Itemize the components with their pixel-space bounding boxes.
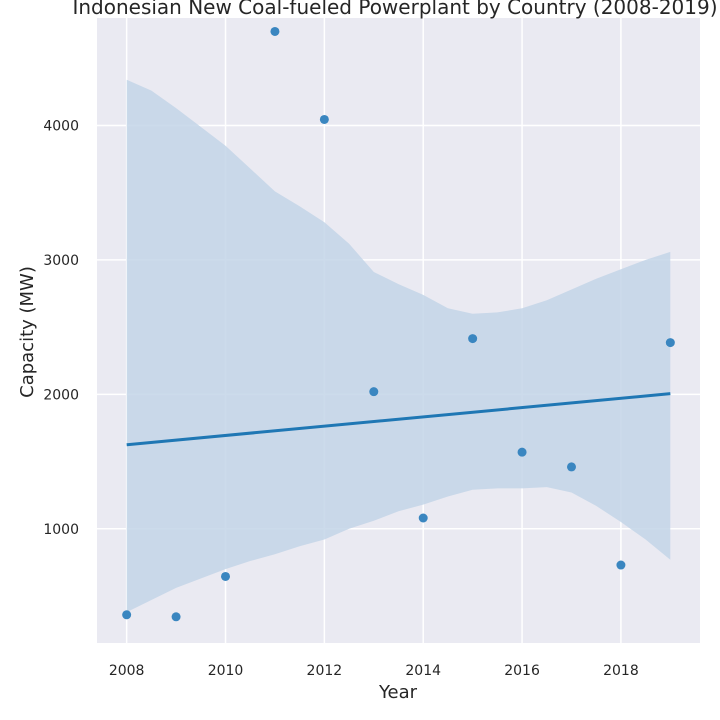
y-tick-label: 2000 (43, 387, 79, 403)
regression-line (126, 392, 671, 447)
x-tick-label: 2018 (603, 663, 639, 679)
x-tick-labels: 2008 2010 2012 2014 2016 2018 (109, 663, 639, 679)
data-point (369, 387, 379, 397)
y-tick-label: 3000 (43, 253, 79, 269)
data-point (566, 462, 576, 472)
x-tick-label: 2012 (307, 663, 343, 679)
data-point (171, 612, 181, 622)
x-tick-label: 2016 (504, 663, 540, 679)
y-tick-label: 1000 (43, 522, 79, 538)
y-tick-label: 4000 (43, 119, 79, 135)
data-point (517, 447, 527, 457)
data-points (122, 26, 675, 622)
data-point (122, 610, 132, 620)
x-axis-label: Year (378, 682, 418, 703)
data-point (270, 26, 280, 36)
data-point (221, 571, 231, 581)
data-point (418, 513, 428, 523)
data-point (319, 114, 329, 124)
chart-title: Indonesian New Coal-fueled Powerplant by… (72, 0, 717, 19)
x-tick-label: 2010 (208, 663, 244, 679)
confidence-band (126, 79, 671, 613)
y-axis-label: Capacity (MW) (17, 266, 38, 398)
x-tick-label: 2014 (405, 663, 441, 679)
y-tick-labels: 1000 2000 3000 4000 (43, 119, 79, 538)
x-tick-label: 2008 (109, 663, 145, 679)
data-point (665, 338, 675, 348)
data-point (468, 334, 478, 344)
data-point (616, 560, 626, 570)
